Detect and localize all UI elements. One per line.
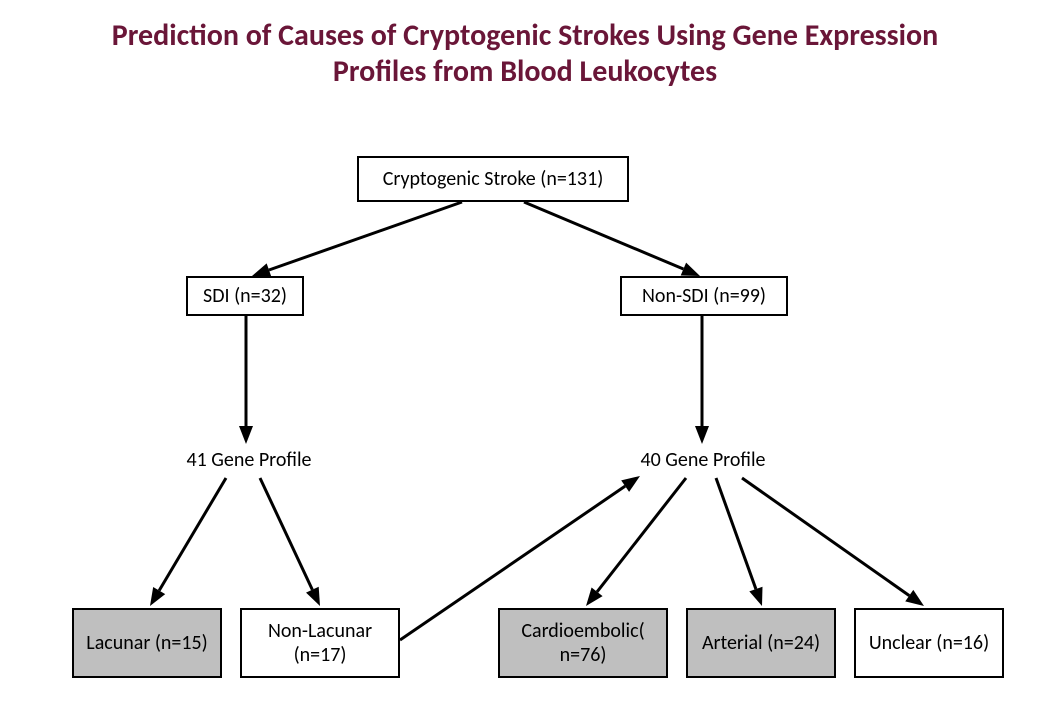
page-title: Prediction of Causes of Cryptogenic Stro… xyxy=(65,18,985,90)
node-sdi-label: SDI (n=32) xyxy=(203,284,287,308)
node-root: Cryptogenic Stroke (n=131) xyxy=(357,156,629,202)
node-nonlacunar: Non-Lacunar (n=17) xyxy=(240,608,400,678)
node-nonsdi: Non-SDI (n=99) xyxy=(620,276,788,316)
node-nonlacunar-label: Non-Lacunar (n=17) xyxy=(248,619,392,667)
diagram-canvas: Prediction of Causes of Cryptogenic Stro… xyxy=(0,0,1050,726)
node-unclear-label: Unclear (n=16) xyxy=(869,631,989,655)
node-cardio-label: Cardioembolic( n=76) xyxy=(506,619,660,667)
node-arterial: Arterial (n=24) xyxy=(686,608,836,678)
label-gene41: 41 Gene Profile xyxy=(174,448,324,472)
node-lacunar-label: Lacunar (n=15) xyxy=(86,631,207,655)
node-cardio: Cardioembolic( n=76) xyxy=(498,608,668,678)
node-sdi: SDI (n=32) xyxy=(186,276,304,316)
node-arterial-label: Arterial (n=24) xyxy=(702,631,820,655)
node-lacunar: Lacunar (n=15) xyxy=(72,608,222,678)
node-unclear: Unclear (n=16) xyxy=(854,608,1004,678)
node-nonsdi-label: Non-SDI (n=99) xyxy=(642,284,766,308)
node-root-label: Cryptogenic Stroke (n=131) xyxy=(383,167,604,191)
label-gene40: 40 Gene Profile xyxy=(628,448,778,472)
